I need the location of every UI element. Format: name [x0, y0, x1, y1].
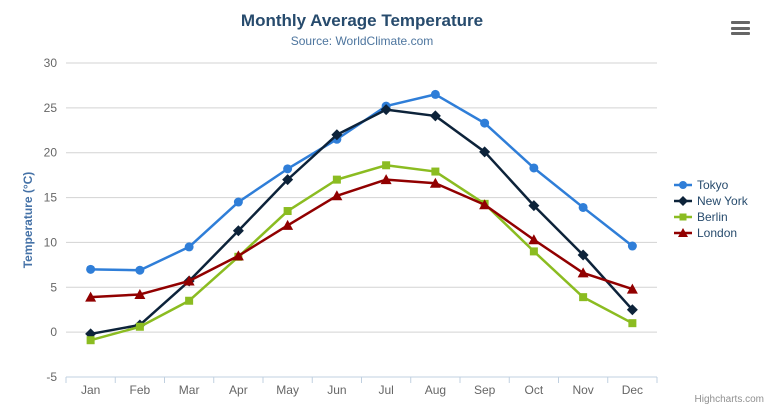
data-point[interactable] [86, 264, 96, 274]
data-point[interactable] [628, 319, 637, 328]
x-tick-label: Feb [130, 383, 151, 397]
data-point[interactable] [579, 293, 588, 302]
hamburger-icon[interactable] [731, 21, 750, 35]
y-tick-label: 25 [44, 101, 58, 115]
data-point[interactable] [529, 247, 538, 256]
hamburger-bar [731, 32, 750, 35]
legend-item-new-york[interactable]: New York [674, 193, 748, 209]
legend-symbol-diamond [674, 196, 692, 206]
data-point[interactable] [282, 174, 294, 186]
data-point[interactable] [331, 190, 343, 201]
data-point[interactable] [282, 219, 294, 230]
x-tick-label: Apr [229, 383, 248, 397]
data-point[interactable] [528, 200, 540, 212]
y-tick-label: 0 [50, 325, 57, 339]
y-tick-label: 15 [44, 191, 58, 205]
x-tick-label: Sep [474, 383, 496, 397]
data-point[interactable] [86, 336, 95, 345]
x-tick-label: Jul [378, 383, 393, 397]
data-point[interactable] [678, 196, 688, 206]
data-point[interactable] [331, 129, 343, 141]
y-tick-label: 5 [50, 280, 57, 294]
data-point[interactable] [678, 228, 688, 237]
data-point[interactable] [232, 250, 244, 261]
data-point[interactable] [626, 304, 638, 316]
series-line-tokyo[interactable] [89, 93, 634, 272]
credits-link[interactable]: Highcharts.com [694, 394, 764, 405]
data-point[interactable] [626, 283, 638, 294]
series-line-london[interactable] [89, 178, 634, 299]
y-tick-label: -5 [46, 370, 57, 384]
legend-symbol-square [674, 213, 692, 221]
series-london [85, 174, 638, 302]
series-tokyo [86, 89, 637, 275]
chart-subtitle: Source: WorldClimate.com [290, 34, 434, 48]
data-point[interactable] [479, 146, 491, 158]
data-point[interactable] [233, 197, 243, 207]
legend-symbol-circle [674, 181, 692, 189]
data-point[interactable] [134, 288, 146, 299]
data-point[interactable] [183, 275, 195, 286]
data-point[interactable] [185, 296, 194, 305]
x-tick-label: Nov [572, 383, 593, 397]
legend-label: Berlin [697, 210, 728, 224]
legend-symbol-triangle [674, 228, 692, 237]
hamburger-bar [731, 21, 750, 24]
legend-label: New York [697, 194, 748, 208]
series-line-berlin[interactable] [89, 164, 634, 342]
data-point[interactable] [184, 242, 194, 252]
y-axis-title: Temperature (°C) [21, 171, 35, 269]
data-point[interactable] [627, 241, 637, 251]
data-point[interactable] [283, 164, 293, 174]
x-tick-label: Aug [425, 383, 446, 397]
data-point[interactable] [577, 249, 589, 261]
data-point[interactable] [578, 202, 588, 212]
series-new-york [85, 104, 638, 340]
data-point[interactable] [135, 265, 145, 275]
legend-label: London [697, 226, 738, 240]
data-point[interactable] [382, 161, 391, 170]
x-tick-label: Dec [622, 383, 643, 397]
data-point[interactable] [528, 234, 540, 245]
data-point[interactable] [529, 163, 539, 173]
legend: Tokyo New York Berlin London [674, 177, 748, 241]
legend-item-berlin[interactable]: Berlin [674, 209, 748, 225]
x-tick-label: Mar [179, 383, 200, 397]
data-point[interactable] [85, 291, 97, 302]
legend-item-london[interactable]: London [674, 225, 748, 241]
data-point[interactable] [679, 181, 687, 189]
x-tick-label: Jan [81, 383, 100, 397]
series-line-new-york[interactable] [89, 108, 634, 336]
y-tick-label: 20 [44, 146, 58, 160]
data-point[interactable] [135, 322, 144, 331]
data-point[interactable] [480, 118, 490, 128]
data-point[interactable] [332, 175, 341, 184]
data-point[interactable] [429, 177, 441, 188]
x-tick-label: Oct [525, 383, 544, 397]
data-point[interactable] [380, 174, 392, 185]
data-point[interactable] [232, 225, 244, 237]
legend-item-tokyo[interactable]: Tokyo [674, 177, 748, 193]
data-point[interactable] [679, 213, 687, 221]
chart-title: Monthly Average Temperature [240, 11, 484, 30]
x-tick-label: Jun [327, 383, 346, 397]
legend-label: Tokyo [697, 178, 729, 192]
data-point[interactable] [431, 167, 440, 176]
data-point[interactable] [430, 89, 440, 99]
y-tick-label: 10 [44, 235, 58, 249]
data-point[interactable] [577, 267, 589, 278]
data-point[interactable] [380, 104, 392, 116]
data-point[interactable] [429, 110, 441, 122]
x-tick-label: May [276, 383, 299, 397]
data-point[interactable] [283, 207, 292, 216]
hamburger-bar [731, 26, 750, 30]
data-point[interactable] [479, 199, 491, 210]
y-tick-label: 30 [44, 56, 58, 70]
